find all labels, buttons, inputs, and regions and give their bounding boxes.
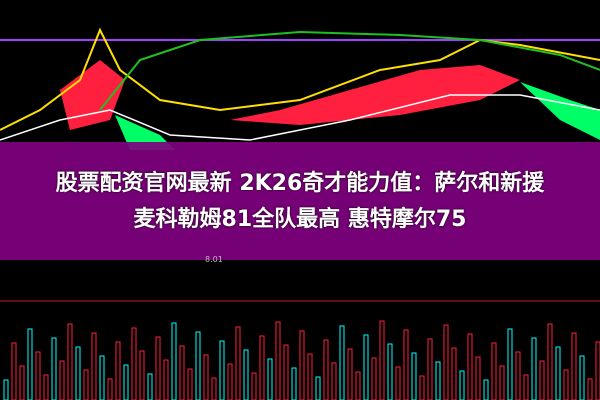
volume-bar — [307, 353, 313, 400]
volume-bar — [339, 325, 345, 400]
volume-bar — [163, 359, 169, 400]
volume-bar — [427, 338, 433, 400]
volume-bar — [579, 355, 585, 400]
volume-bar — [243, 349, 249, 400]
volume-bar — [371, 357, 377, 400]
volume-bar — [131, 327, 137, 400]
red-fill-area — [60, 60, 125, 130]
volume-bar — [123, 364, 129, 400]
volume-bar — [459, 370, 465, 400]
volume-bar — [275, 321, 281, 400]
volume-bar — [259, 335, 265, 400]
volume-bar — [515, 351, 521, 400]
headline: 股票配资官网最新 2K26奇才能力值：萨尔和新援 麦科勒姆81全队最高 惠特摩尔… — [0, 166, 600, 238]
volume-bar — [467, 333, 473, 400]
volume-bar — [155, 336, 161, 400]
headline-line1: 股票配资官网最新 2K26奇才能力值：萨尔和新援 — [55, 171, 545, 196]
volume-bar — [483, 379, 489, 400]
green-fill-area — [115, 115, 175, 150]
volume-bar — [27, 328, 33, 400]
volume-bar — [547, 323, 553, 400]
volume-bar — [435, 361, 441, 400]
volume-bar — [291, 367, 297, 400]
volume-bar — [147, 373, 153, 400]
volume-bar — [355, 371, 361, 400]
volume-bar — [179, 345, 185, 400]
volume-bar — [571, 332, 577, 400]
volume-bar — [395, 366, 401, 400]
volume-bar — [3, 379, 9, 400]
volume-bar — [475, 356, 481, 400]
volume-bar — [251, 372, 257, 400]
headline-overlay — [0, 142, 600, 260]
volume-bar — [507, 328, 513, 400]
volume-bar — [219, 340, 225, 400]
volume-bar — [587, 378, 593, 400]
volume-bar — [227, 363, 233, 400]
volume-bar — [451, 347, 457, 400]
volume-bar — [115, 341, 121, 400]
volume-bar — [419, 375, 425, 400]
volume-bar — [11, 342, 17, 400]
volume-bar — [99, 355, 105, 400]
volume-bar — [491, 342, 497, 400]
red-fill-area-2 — [230, 65, 520, 125]
volume-bar — [43, 374, 49, 400]
volume-bar — [83, 369, 89, 400]
volume-bar — [531, 337, 537, 400]
volume-bar — [347, 348, 353, 400]
volume-bar — [203, 354, 209, 400]
volume-bar — [75, 346, 81, 400]
volume-bar — [323, 339, 329, 400]
volume-bar — [379, 320, 385, 400]
volume-bar — [555, 346, 561, 400]
volume-bar — [91, 332, 97, 400]
volume-bar — [195, 331, 201, 400]
volume-bar — [523, 374, 529, 400]
volume-bar — [35, 351, 41, 400]
headline-line2: 麦科勒姆81全队最高 惠特摩尔75 — [133, 207, 467, 232]
volume-bar — [51, 337, 57, 400]
volume-bar — [211, 377, 217, 400]
volume-bar — [563, 369, 569, 400]
volume-bar — [443, 324, 449, 400]
low-price-label: 8.01 — [205, 255, 223, 264]
volume-bar — [363, 334, 369, 400]
volume-bars — [3, 320, 600, 400]
volume-bar — [187, 368, 193, 400]
volume-bar — [411, 352, 417, 400]
ma-white-line — [0, 94, 600, 141]
volume-bar — [283, 344, 289, 400]
volume-bar — [299, 330, 305, 400]
volume-bar — [235, 326, 241, 400]
volume-bar — [59, 360, 65, 400]
volume-bar — [107, 378, 113, 400]
volume-bar — [331, 362, 337, 400]
volume-bar — [267, 358, 273, 400]
volume-bar — [19, 365, 25, 400]
volume-bar — [499, 365, 505, 400]
volume-bar — [539, 360, 545, 400]
green-fill-area-2 — [520, 82, 600, 140]
volume-bar — [315, 376, 321, 400]
volume-bar — [595, 341, 600, 400]
volume-bar — [387, 343, 393, 400]
volume-bar — [403, 329, 409, 400]
volume-bar — [67, 323, 73, 400]
volume-bar — [139, 350, 145, 400]
volume-bar — [171, 322, 177, 400]
ma-green-line — [99, 30, 600, 111]
